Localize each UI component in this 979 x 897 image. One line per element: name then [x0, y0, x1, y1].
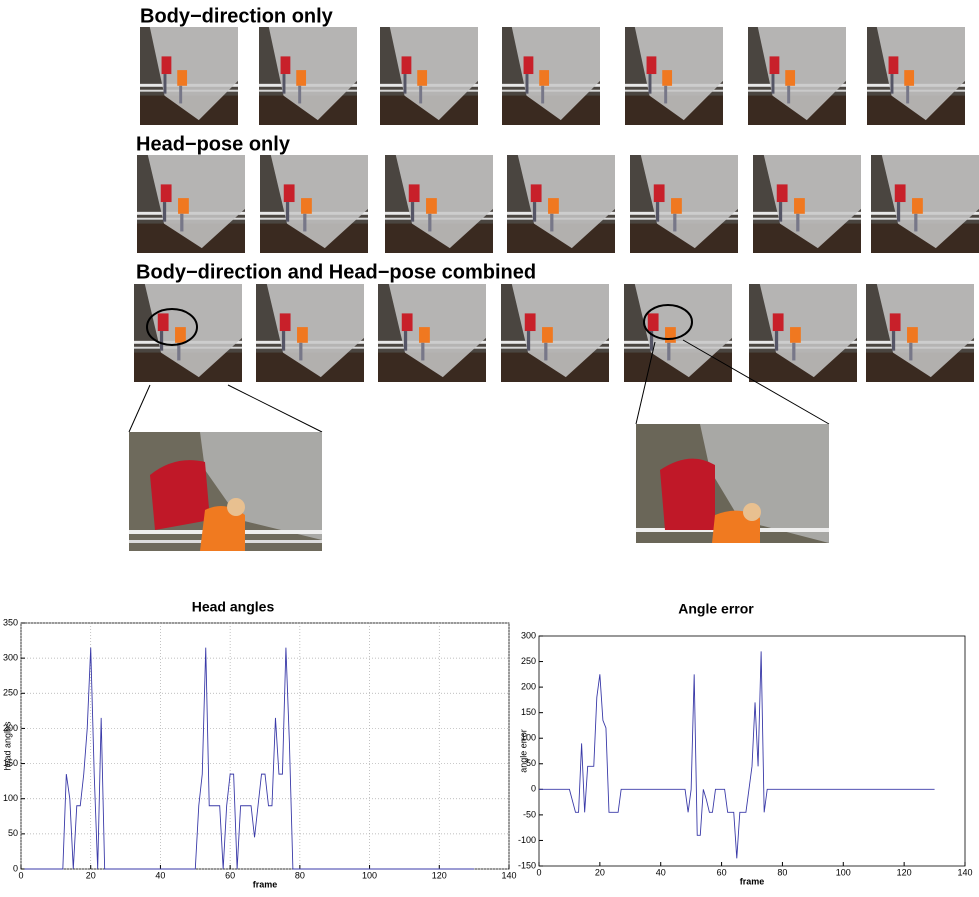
y-tick-label: 250 — [3, 688, 18, 698]
thumbnail — [380, 27, 478, 125]
x-tick-label: 60 — [225, 870, 235, 880]
thumbnail — [378, 284, 486, 382]
y-tick-label: 0 — [531, 784, 536, 794]
row-title: Body−direction and Head−pose combined — [136, 261, 536, 283]
thumbnail — [260, 155, 368, 253]
x-tick-label: 140 — [501, 870, 516, 880]
thumbnail — [507, 155, 615, 253]
y-tick-label: 50 — [8, 828, 18, 838]
chart-title: Angle error — [678, 601, 754, 617]
plot-area — [539, 636, 965, 866]
chart-title: Head angles — [192, 599, 275, 615]
thumbnail — [256, 284, 364, 382]
thumbnail — [501, 284, 609, 382]
x-tick-label: 80 — [295, 870, 305, 880]
x-tick-label: 60 — [717, 867, 727, 877]
row-title: Head−pose only — [136, 133, 291, 155]
x-tick-label: 100 — [362, 870, 377, 880]
y-tick-label: 250 — [521, 656, 536, 666]
thumbnail — [625, 27, 723, 125]
x-tick-label: 0 — [536, 867, 541, 877]
zoom-inset — [636, 424, 829, 543]
thumbnail — [385, 155, 493, 253]
y-axis-label: angle error — [518, 729, 528, 773]
thumbnail — [748, 27, 846, 125]
y-tick-label: -50 — [523, 809, 536, 819]
thumbnail — [866, 284, 974, 382]
thumbnail — [753, 155, 861, 253]
x-tick-label: 40 — [155, 870, 165, 880]
y-tick-label: 150 — [521, 707, 536, 717]
y-tick-label: -150 — [518, 860, 536, 870]
thumbnail — [867, 27, 965, 125]
x-axis-label: frame — [740, 876, 765, 886]
thumbnail — [502, 27, 600, 125]
y-tick-label: 300 — [3, 653, 18, 663]
thumbnail — [134, 284, 242, 382]
y-tick-label: 100 — [3, 793, 18, 803]
figure: Body−direction only Head−pose only Body−… — [0, 0, 979, 892]
zoom-inset — [129, 432, 322, 551]
thumbnail — [871, 155, 979, 253]
x-tick-label: 0 — [18, 870, 23, 880]
thumbnail — [140, 27, 238, 125]
y-tick-label: 200 — [521, 681, 536, 691]
thumbnail — [259, 27, 357, 125]
thumbnail — [624, 284, 732, 382]
plot-area — [21, 623, 509, 869]
x-tick-label: 20 — [86, 870, 96, 880]
x-tick-label: 120 — [432, 870, 447, 880]
thumbnails — [134, 27, 979, 382]
thumbnail — [137, 155, 245, 253]
row-title: Body−direction only — [140, 5, 334, 27]
x-tick-label: 120 — [897, 867, 912, 877]
y-tick-label: 300 — [521, 630, 536, 640]
thumbnail — [749, 284, 857, 382]
x-axis-label: frame — [253, 879, 278, 889]
y-tick-label: -100 — [518, 835, 536, 845]
x-tick-label: 20 — [595, 867, 605, 877]
x-tick-label: 100 — [836, 867, 851, 877]
x-tick-label: 40 — [656, 867, 666, 877]
x-tick-label: 80 — [777, 867, 787, 877]
y-tick-label: 0 — [13, 863, 18, 873]
y-axis-label: head angles — [2, 721, 12, 771]
x-tick-label: 140 — [957, 867, 972, 877]
y-tick-label: 350 — [3, 617, 18, 627]
thumbnail — [630, 155, 738, 253]
